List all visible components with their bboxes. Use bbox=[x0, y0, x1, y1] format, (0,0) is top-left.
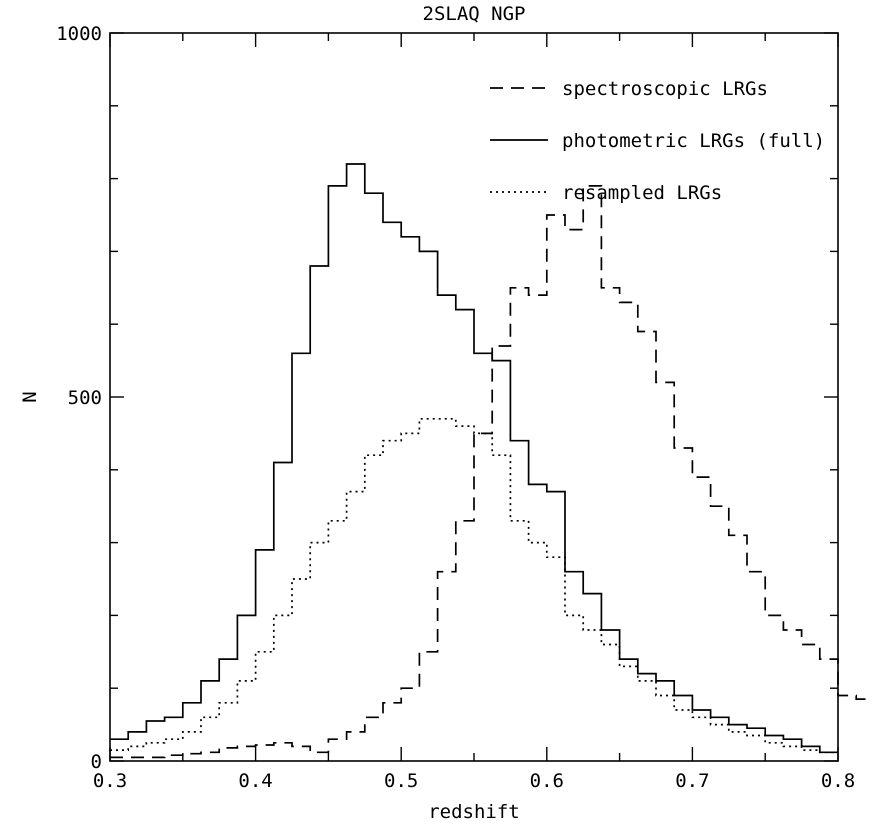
x-tick-label: 0.4 bbox=[238, 770, 272, 792]
series-line-dotted bbox=[110, 417, 838, 754]
x-axis-label: redshift bbox=[428, 801, 520, 823]
series-layer bbox=[110, 163, 873, 759]
x-tick-label: 0.6 bbox=[530, 770, 564, 792]
legend: spectroscopic LRGs photometric LRGs (full… bbox=[490, 78, 825, 204]
y-tick-label: 500 bbox=[68, 387, 102, 409]
legend-label: resampled LRGs bbox=[562, 182, 722, 204]
axis-ticks: 0.3 0.4 0.5 0.6 0.7 0.8 0 500 1000 bbox=[56, 23, 855, 792]
y-axis-label: N bbox=[19, 391, 41, 402]
x-tick-label: 0.3 bbox=[93, 770, 127, 792]
x-tick-label: 0.7 bbox=[675, 770, 709, 792]
legend-label: photometric LRGs (full) bbox=[562, 130, 825, 152]
legend-label: spectroscopic LRGs bbox=[562, 78, 768, 100]
x-tick-label: 0.5 bbox=[384, 770, 418, 792]
series-line-dashed bbox=[110, 185, 873, 759]
series-line-solid bbox=[110, 163, 838, 754]
y-tick-label: 0 bbox=[91, 751, 102, 773]
x-tick-label: 0.8 bbox=[821, 770, 855, 792]
y-tick-label: 1000 bbox=[56, 23, 102, 45]
chart-title: 2SLAQ NGP bbox=[423, 3, 526, 25]
